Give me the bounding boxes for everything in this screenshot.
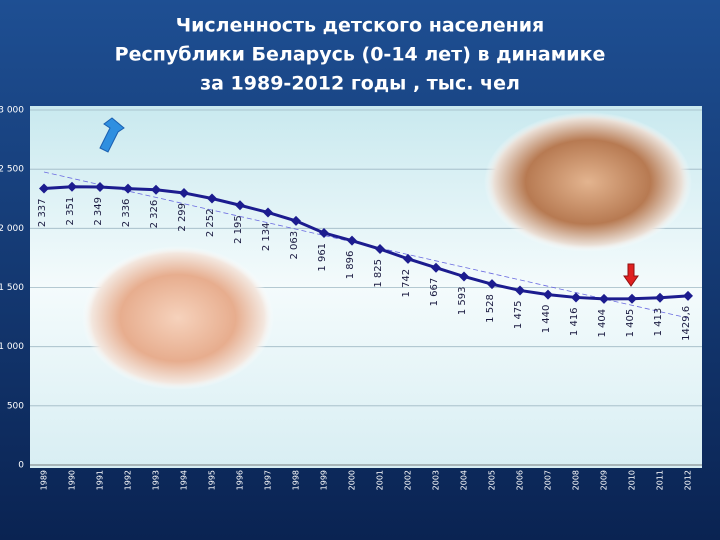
marker xyxy=(627,293,637,304)
value-label: 1 825 xyxy=(373,259,384,288)
x-tick-label: 1990 xyxy=(68,470,77,490)
value-label: 1 896 xyxy=(345,251,356,280)
value-label: 2 337 xyxy=(37,198,48,227)
x-tick-label: 1989 xyxy=(40,470,49,490)
x-tick-label: 2007 xyxy=(544,470,553,490)
title-line: Республики Беларусь (0-14 лет) в динамик… xyxy=(115,44,606,66)
value-label: 1 667 xyxy=(429,278,440,307)
x-tick-label: 2001 xyxy=(376,470,385,490)
photo-teens xyxy=(484,112,692,252)
value-label: 2 134 xyxy=(261,222,272,251)
x-tick-label: 2008 xyxy=(572,470,581,490)
value-label: 1 404 xyxy=(597,309,608,338)
marker xyxy=(123,183,133,194)
value-label: 2 252 xyxy=(205,209,216,238)
x-tick-label: 1999 xyxy=(320,470,329,490)
value-label: 1 413 xyxy=(653,308,664,337)
x-tick-label: 2010 xyxy=(628,470,637,490)
marker xyxy=(291,215,301,226)
value-label: 2 351 xyxy=(65,197,76,226)
x-tick-label: 2011 xyxy=(656,470,665,490)
marker xyxy=(487,279,497,290)
marker xyxy=(403,253,413,264)
value-label: 1 593 xyxy=(457,286,468,315)
marker xyxy=(459,271,469,282)
x-tick-label: 1997 xyxy=(264,470,273,490)
x-tick-label: 2009 xyxy=(600,470,609,490)
y-tick-label: 1 000 xyxy=(0,342,24,352)
value-label: 1 528 xyxy=(485,294,496,323)
x-tick-label: 2000 xyxy=(348,470,357,490)
x-tick-label: 1995 xyxy=(208,470,217,490)
x-tick-label: 1992 xyxy=(124,470,133,490)
value-label: 2 195 xyxy=(233,215,244,244)
title-line: Численность детского населения xyxy=(176,15,545,37)
value-label: 1 440 xyxy=(541,305,552,334)
marker xyxy=(655,292,665,303)
y-tick-label: 2 000 xyxy=(0,224,24,234)
marker xyxy=(95,182,105,193)
value-label: 1 961 xyxy=(317,243,328,272)
y-tick-label: 2 500 xyxy=(0,165,24,175)
marker xyxy=(263,207,273,218)
x-tick-label: 2002 xyxy=(404,470,413,490)
marker xyxy=(235,200,245,211)
marker xyxy=(599,293,609,304)
x-tick-label: 2012 xyxy=(684,470,693,490)
x-tick-label: 2005 xyxy=(488,470,497,490)
marker xyxy=(683,290,693,301)
arrow-blue xyxy=(99,117,125,153)
marker xyxy=(39,183,49,194)
marker xyxy=(151,184,161,195)
marker xyxy=(67,181,77,192)
value-label: 2 349 xyxy=(93,197,104,226)
marker xyxy=(543,289,553,300)
x-tick-label: 1994 xyxy=(180,470,189,490)
x-tick-label: 2003 xyxy=(432,470,441,490)
x-tick-label: 1996 xyxy=(236,470,245,490)
value-label: 2 299 xyxy=(177,203,188,232)
marker xyxy=(207,193,217,204)
title-line: за 1989-2012 годы , тыс. чел xyxy=(200,73,520,95)
marker xyxy=(515,285,525,296)
marker xyxy=(571,292,581,303)
marker xyxy=(347,235,357,246)
value-label: 1 742 xyxy=(401,269,412,298)
x-tick-label: 1998 xyxy=(292,470,301,490)
photo-babies xyxy=(82,246,274,390)
y-tick-label: 0 xyxy=(18,461,24,471)
y-tick-label: 1 500 xyxy=(0,283,24,293)
x-tick-label: 2004 xyxy=(460,470,469,490)
value-label: 1 475 xyxy=(513,300,524,329)
marker xyxy=(319,227,329,238)
value-label: 1429,6 xyxy=(681,306,692,341)
value-label: 2 063 xyxy=(289,231,300,260)
value-label: 2 326 xyxy=(149,200,160,229)
marker xyxy=(179,187,189,198)
x-tick-label: 2006 xyxy=(516,470,525,490)
marker xyxy=(431,262,441,273)
arrow-red xyxy=(623,263,639,287)
y-tick-label: 500 xyxy=(7,401,24,411)
marker xyxy=(375,244,385,255)
y-tick-label: 3 000 xyxy=(0,106,24,116)
x-tick-label: 1991 xyxy=(96,470,105,490)
x-tick-label: 1993 xyxy=(152,470,161,490)
value-label: 1 416 xyxy=(569,307,580,336)
value-label: 1 405 xyxy=(625,309,636,338)
value-label: 2 336 xyxy=(121,199,132,228)
